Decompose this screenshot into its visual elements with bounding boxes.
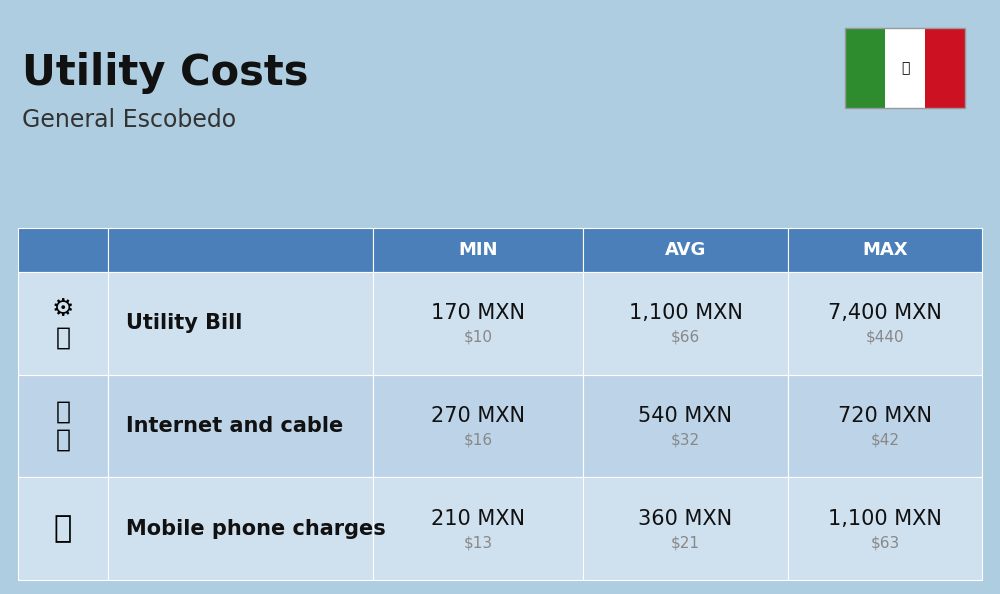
Bar [373, 375, 583, 478]
Bar [373, 228, 583, 272]
Bar [583, 375, 788, 478]
Text: Mobile phone charges: Mobile phone charges [126, 519, 386, 539]
Text: 📱: 📱 [54, 514, 72, 543]
Bar [788, 375, 982, 478]
Bar [885, 28, 925, 108]
Text: $63: $63 [870, 535, 900, 550]
Text: $13: $13 [463, 535, 493, 550]
Text: Utility Costs: Utility Costs [22, 52, 308, 94]
Bar [18, 272, 108, 375]
Bar [373, 478, 583, 580]
Bar [583, 272, 788, 375]
Text: 1,100 MXN: 1,100 MXN [629, 304, 742, 323]
Text: $16: $16 [463, 432, 493, 447]
Text: Internet and cable: Internet and cable [126, 416, 343, 436]
Bar [108, 228, 373, 272]
Bar [583, 228, 788, 272]
Text: MAX: MAX [862, 241, 908, 259]
Text: $42: $42 [870, 432, 900, 447]
Text: $10: $10 [464, 330, 492, 345]
Bar [108, 478, 373, 580]
Text: 7,400 MXN: 7,400 MXN [828, 304, 942, 323]
Text: 210 MXN: 210 MXN [431, 508, 525, 529]
Bar [788, 228, 982, 272]
Text: 1,100 MXN: 1,100 MXN [828, 508, 942, 529]
Text: 270 MXN: 270 MXN [431, 406, 525, 426]
Text: $440: $440 [866, 330, 904, 345]
Text: AVG: AVG [665, 241, 706, 259]
Bar [18, 228, 108, 272]
Bar [845, 28, 885, 108]
Bar [18, 375, 108, 478]
Text: $32: $32 [671, 432, 700, 447]
Text: ⚙
🔌: ⚙ 🔌 [52, 298, 74, 349]
Bar [788, 478, 982, 580]
Text: 720 MXN: 720 MXN [838, 406, 932, 426]
Bar [583, 478, 788, 580]
Bar [108, 375, 373, 478]
Text: $66: $66 [671, 330, 700, 345]
Text: $21: $21 [671, 535, 700, 550]
Bar [18, 478, 108, 580]
Bar [845, 28, 965, 108]
Text: 170 MXN: 170 MXN [431, 304, 525, 323]
Text: 📶
🖨: 📶 🖨 [56, 400, 70, 452]
Text: MIN: MIN [458, 241, 498, 259]
Bar [108, 272, 373, 375]
Text: Utility Bill: Utility Bill [126, 313, 242, 333]
Bar [925, 28, 965, 108]
Text: 540 MXN: 540 MXN [639, 406, 732, 426]
Bar [373, 272, 583, 375]
Text: 🦅: 🦅 [901, 61, 909, 75]
Text: General Escobedo: General Escobedo [22, 108, 236, 132]
Text: 360 MXN: 360 MXN [638, 508, 733, 529]
Bar [788, 272, 982, 375]
